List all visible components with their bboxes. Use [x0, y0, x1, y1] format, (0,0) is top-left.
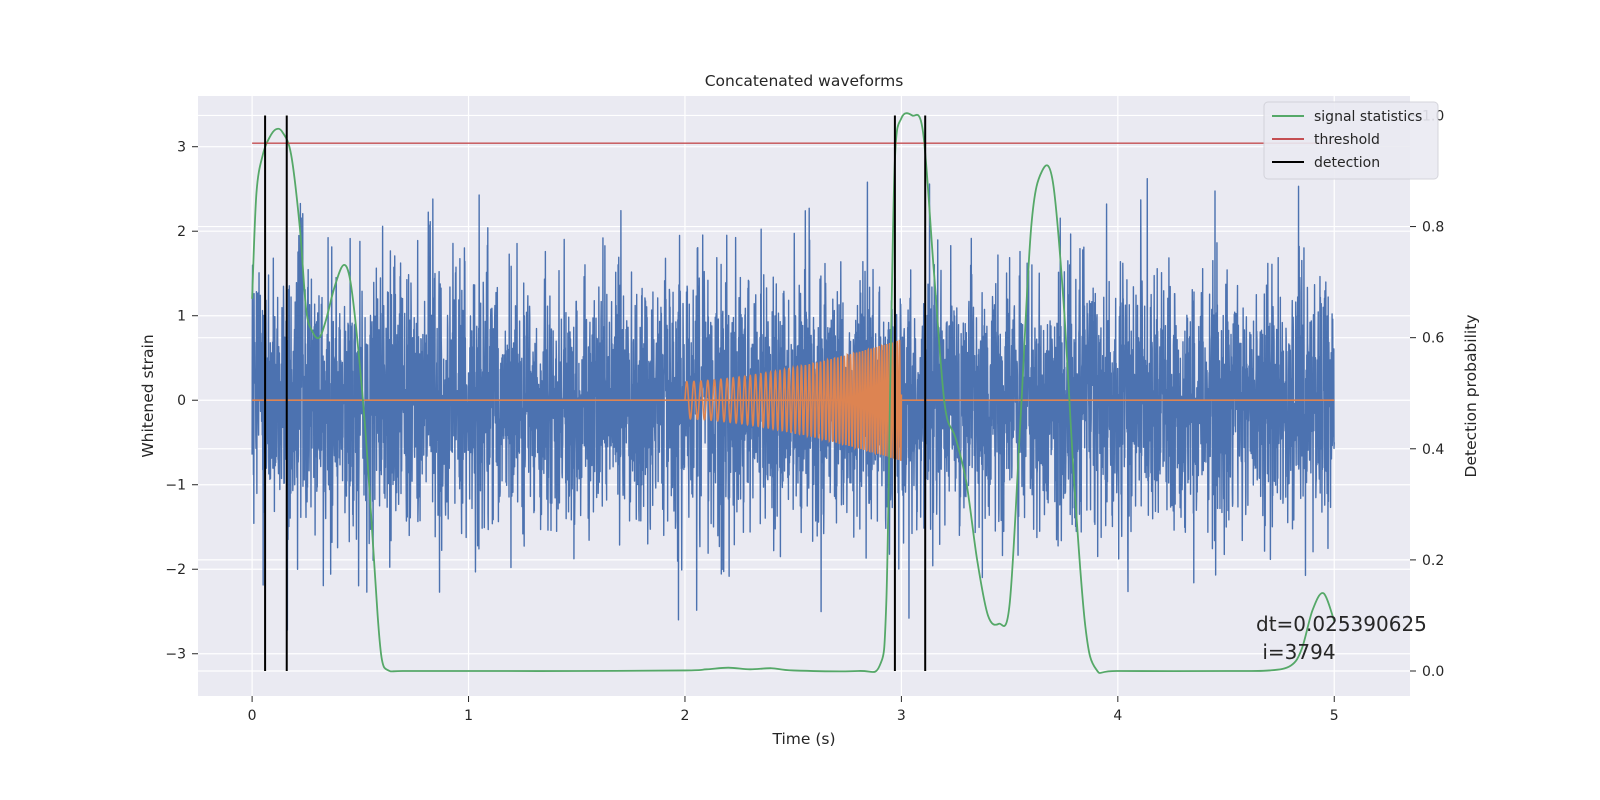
x-tick-label: 1 [464, 708, 473, 724]
y-tick-label-right: 0.4 [1422, 442, 1444, 458]
y-axis-label-right: Detection probability [1462, 315, 1480, 478]
y-tick-label-left: −3 [165, 647, 186, 663]
annotation-index: i=3794 [1256, 640, 1336, 664]
legend: signal statistics threshold detection [1263, 101, 1439, 180]
signal-statistics-line [251, 112, 1336, 674]
chart-title: Concatenated waveforms [705, 72, 904, 90]
y-tick-label-left: 1 [177, 309, 186, 325]
x-tick-label: 4 [1113, 708, 1122, 724]
y-tick-label-left: −1 [165, 478, 186, 494]
legend-box [1263, 101, 1439, 180]
legend-label-threshold: threshold [1314, 132, 1380, 148]
y-tick-label-right: 0.8 [1422, 220, 1444, 236]
x-tick-label: 3 [897, 708, 906, 724]
legend-label-detection: detection [1314, 155, 1380, 171]
legend-label-signal-statistics: signal statistics [1314, 109, 1422, 125]
y-tick-label-left: 3 [177, 140, 186, 156]
y-tick-label-right: 0.6 [1422, 331, 1444, 347]
x-tick-label: 0 [248, 708, 257, 724]
x-axis-label: Time (s) [771, 730, 835, 748]
annotation-dt: dt=0.025390625 [1256, 612, 1427, 636]
strain-noise-line [251, 178, 1335, 631]
x-tick-label: 2 [681, 708, 690, 724]
y-tick-label-left: −2 [165, 562, 186, 578]
y-tick-label-right: 0.0 [1422, 664, 1444, 680]
series-group [251, 112, 1336, 674]
x-tick-label: 5 [1330, 708, 1339, 724]
injected-signal-chirp [684, 339, 903, 461]
y-tick-label-left: 0 [177, 393, 186, 409]
y-tick-label-left: 2 [177, 224, 186, 240]
y-axis-label-left: Whitened strain [139, 334, 157, 457]
y-tick-label-right: 0.2 [1422, 553, 1444, 569]
